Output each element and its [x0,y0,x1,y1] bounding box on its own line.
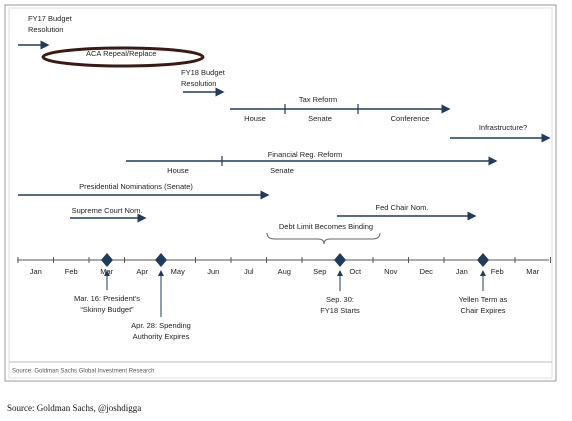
milestone-label: Yellen Term as [459,295,508,304]
inner-frame [8,7,553,379]
label: Financial Reg. Reform [268,150,343,159]
label: Senate [308,114,332,123]
month-label: Jan [30,267,42,276]
milestone-label: Apr. 28: Spending [131,321,191,330]
label: Supreme Court Nom. [72,206,143,215]
milestone-diamond [477,253,489,267]
source: Source: Goldman Sachs Global Investment … [12,369,154,375]
month-label: Dec [420,267,434,276]
label: Conference [391,114,430,123]
month-label: Sep [313,267,326,276]
milestones: Mar. 16: President's “Skinny Budget” Apr. … [74,253,508,341]
month-label: Nov [384,267,398,276]
month-label: Feb [65,267,78,276]
label: Tax Reform [299,95,337,104]
milestone-diamond [101,253,113,267]
label: Debt Limit Becomes Binding [279,222,373,231]
month-label: Apr [136,267,148,276]
label: Infrastructure? [479,123,527,132]
milestone-diamond [155,253,167,267]
milestone-label: Authority Expires [133,332,190,341]
month-label: Aug [278,267,291,276]
milestone-label: Sep. 30: [326,295,354,304]
month-label: Jan [456,267,468,276]
frame [4,4,557,382]
milestone-diamond [334,253,346,267]
label: FY18 Budget [181,68,226,77]
label: ACA Repeal/Replace [86,49,156,58]
month-label: Jun [207,267,219,276]
month-label: May [171,267,185,276]
label: Senate [270,166,294,175]
label: House [244,114,266,123]
footer: Source: Goldman Sachs, @joshdigga [7,403,141,413]
brace [266,232,381,245]
timeline-axis: Jan Feb Mar Apr May Jun Jul Aug Sep Oct Nov Dec Jan F… [17,257,551,276]
milestone-label: FY18 Starts [320,306,360,315]
milestone-label: “Skinny Budget” [80,305,134,314]
label: Presidential Nominations (Senate) [79,182,193,191]
label: FY17 Budget [28,14,73,23]
label: House [167,166,189,175]
month-label: Mar [526,267,539,276]
milestone-label: Chair Expires [460,306,505,315]
month-label: Jul [244,267,254,276]
month-label: Oct [349,267,362,276]
highlight-ellipse [41,46,205,68]
milestone-label: Mar. 16: President's [74,294,140,303]
month-label: Feb [491,267,504,276]
label: Resolution [28,25,63,34]
label: Fed Chair Nom. [376,203,429,212]
label: Resolution [181,79,216,88]
